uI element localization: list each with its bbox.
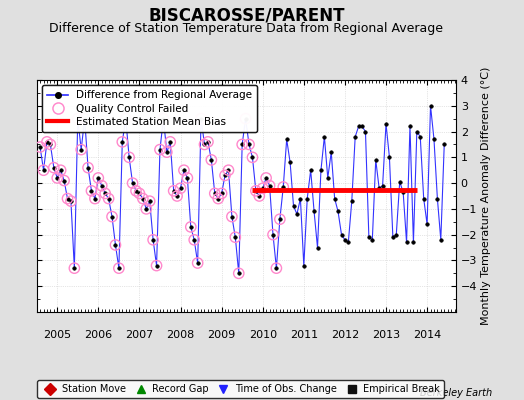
Point [142, 206, 150, 212]
Point [279, 184, 288, 190]
Point [146, 198, 154, 204]
Point [81, 116, 89, 122]
Point [221, 172, 229, 178]
Point [180, 167, 188, 174]
Text: 2011: 2011 [290, 330, 318, 340]
Point [50, 164, 58, 171]
Point [156, 146, 164, 153]
Text: 2010: 2010 [249, 330, 277, 340]
Point [269, 232, 277, 238]
Point [276, 216, 284, 222]
Point [262, 175, 270, 181]
Point [91, 195, 99, 202]
Point [197, 116, 205, 122]
Point [183, 175, 192, 181]
Text: 2009: 2009 [208, 330, 236, 340]
Point [190, 237, 199, 243]
Point [46, 141, 54, 148]
Point [67, 198, 75, 204]
Point [94, 175, 103, 181]
Text: BISCAROSSE/PARENT: BISCAROSSE/PARENT [148, 6, 345, 24]
Point [53, 175, 61, 181]
Point [211, 190, 219, 197]
Point [217, 190, 226, 197]
Point [162, 149, 171, 155]
Point [39, 167, 48, 174]
Point [248, 154, 257, 160]
Point [193, 260, 202, 266]
Text: Berkeley Earth: Berkeley Earth [420, 388, 493, 398]
Y-axis label: Monthly Temperature Anomaly Difference (°C): Monthly Temperature Anomaly Difference (… [482, 67, 492, 325]
Legend: Difference from Regional Average, Quality Control Failed, Estimated Station Mean: Difference from Regional Average, Qualit… [42, 85, 257, 132]
Point [200, 141, 209, 148]
Point [149, 237, 157, 243]
Point [265, 182, 274, 189]
Point [166, 139, 174, 145]
Point [252, 188, 260, 194]
Text: 2007: 2007 [125, 330, 154, 340]
Point [139, 195, 147, 202]
Point [57, 167, 65, 174]
Point [111, 242, 119, 248]
Point [177, 185, 185, 192]
Point [43, 139, 51, 145]
Point [118, 139, 126, 145]
Point [108, 214, 116, 220]
Point [60, 177, 68, 184]
Point [115, 265, 123, 271]
Point [104, 195, 113, 202]
Point [272, 265, 280, 271]
Point [159, 116, 168, 122]
Point [135, 190, 144, 197]
Point [238, 141, 246, 148]
Point [88, 188, 96, 194]
Point [207, 157, 215, 163]
Point [169, 188, 178, 194]
Text: 2005: 2005 [43, 330, 71, 340]
Point [132, 188, 140, 194]
Text: 2006: 2006 [84, 330, 112, 340]
Point [36, 144, 45, 150]
Point [128, 180, 137, 186]
Text: 2014: 2014 [413, 330, 441, 340]
Point [73, 116, 82, 122]
Point [224, 167, 233, 174]
Point [63, 195, 72, 202]
Point [84, 164, 92, 171]
Point [245, 141, 253, 148]
Point [258, 185, 267, 192]
Point [204, 139, 212, 145]
Point [214, 195, 222, 202]
Point [187, 224, 195, 230]
Point [235, 270, 243, 276]
Point [242, 116, 250, 122]
Point [122, 116, 130, 122]
Point [101, 190, 110, 197]
Text: 2012: 2012 [331, 330, 359, 340]
Point [228, 214, 236, 220]
Text: 2013: 2013 [372, 330, 400, 340]
Text: 2008: 2008 [167, 330, 194, 340]
Point [70, 265, 79, 271]
Point [77, 146, 85, 153]
Text: Difference of Station Temperature Data from Regional Average: Difference of Station Temperature Data f… [49, 22, 443, 35]
Point [255, 193, 264, 199]
Point [97, 182, 106, 189]
Point [231, 234, 239, 240]
Point [173, 193, 181, 199]
Point [125, 154, 133, 160]
Legend: Station Move, Record Gap, Time of Obs. Change, Empirical Break: Station Move, Record Gap, Time of Obs. C… [37, 380, 444, 398]
Point [152, 262, 161, 269]
